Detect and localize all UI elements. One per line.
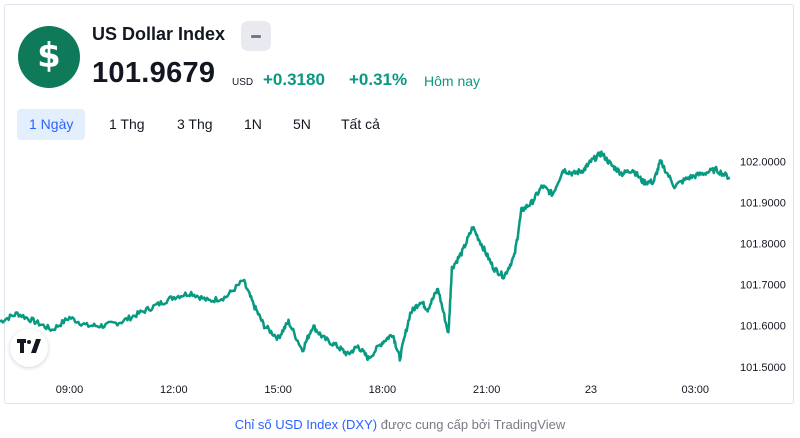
tab-3-months[interactable]: 3 Thg: [177, 116, 213, 132]
change-period-label: Hôm nay: [424, 73, 481, 89]
y-tick-label: 101.8000: [740, 239, 786, 251]
price-chart[interactable]: 102.0000 101.9000 101.8000 101.7000 101.6000…: [0, 0, 800, 410]
svg-text:$: $: [37, 36, 61, 75]
x-tick-label: 15:00: [264, 384, 292, 396]
current-price: 101.9679: [92, 57, 216, 89]
attribution-text: được cung cấp bởi TradingView: [380, 417, 566, 432]
y-tick-label: 101.7000: [740, 280, 786, 292]
tab-1-day[interactable]: 1 Ngày: [17, 109, 86, 140]
x-tick-label: 03:00: [681, 384, 709, 396]
y-tick-label: 101.9000: [740, 198, 786, 210]
x-tick-label: 18:00: [369, 384, 397, 396]
y-tick-label: 101.6000: [740, 321, 786, 333]
y-tick-label: 101.5000: [740, 362, 786, 374]
price-change: +0.3180: [263, 70, 325, 89]
index-title[interactable]: US Dollar Index: [92, 24, 226, 44]
price-change-percent: +0.31%: [349, 70, 408, 89]
tab-all[interactable]: Tất cả: [341, 116, 380, 132]
index-logo: $: [18, 26, 80, 88]
tab-1-year[interactable]: 1N: [244, 116, 262, 132]
x-tick-label: 23: [585, 384, 597, 396]
index-widget-card: [4, 4, 794, 404]
x-tick-label: 09:00: [56, 384, 84, 396]
dollar-sign-icon: $: [29, 35, 69, 80]
tradingview-logo[interactable]: [10, 329, 48, 367]
price-line: [0, 150, 731, 362]
minus-icon[interactable]: [241, 21, 271, 51]
attribution: Chỉ số USD Index (DXY) được cung cấp bởi…: [0, 417, 800, 432]
y-tick-label: 102.0000: [740, 156, 786, 168]
currency-label: USD: [232, 77, 254, 88]
tab-5-years[interactable]: 5N: [293, 116, 311, 132]
x-tick-label: 21:00: [473, 384, 501, 396]
tab-1-month[interactable]: 1 Thg: [109, 116, 145, 132]
attribution-link[interactable]: Chỉ số USD Index (DXY): [234, 417, 378, 432]
tradingview-icon: [17, 338, 41, 358]
x-tick-label: 12:00: [160, 384, 188, 396]
